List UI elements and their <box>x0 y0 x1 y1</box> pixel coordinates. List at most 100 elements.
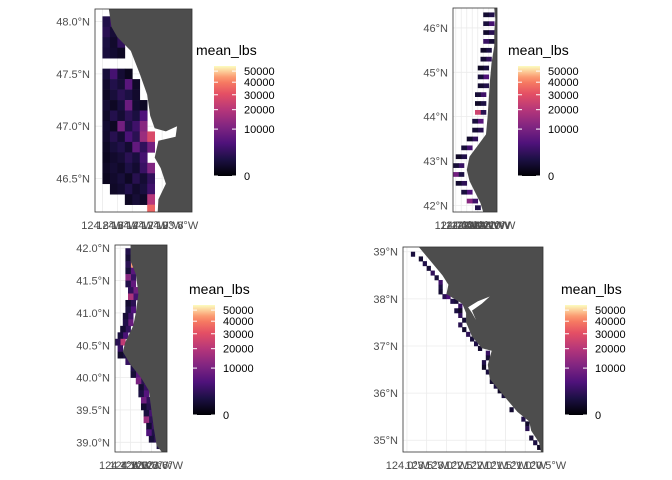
panel-border <box>114 244 168 453</box>
heat-cell <box>117 89 126 101</box>
heat-cell <box>485 350 491 356</box>
x-tick-label: 124.0°W <box>141 220 184 232</box>
heat-cell <box>458 308 463 314</box>
land-mass <box>466 8 497 212</box>
heat-cell <box>109 68 118 80</box>
heat-cell <box>143 416 150 424</box>
heat-cell <box>461 154 468 160</box>
heat-cell <box>488 30 495 35</box>
heat-cell <box>117 120 126 132</box>
legend-tick-label: 40000 <box>244 77 275 89</box>
heat-cell <box>128 293 134 301</box>
heat-cell <box>475 205 481 211</box>
heat-cell <box>146 422 152 430</box>
y-tick-label: 48.0°N <box>56 17 90 29</box>
y-tick-label: 38°N <box>373 294 398 306</box>
heat-cell <box>521 416 526 422</box>
heat-cell <box>454 298 459 304</box>
heat-cell <box>125 306 131 314</box>
panel-border <box>94 8 193 213</box>
legend-tick-label: 20000 <box>548 105 579 117</box>
heat-cell <box>422 261 427 267</box>
heat-cell <box>455 154 462 160</box>
heat-cell <box>117 345 124 353</box>
legend-tick-label: 0 <box>223 410 229 422</box>
y-tick-label: 44°N <box>423 112 448 124</box>
y-tick-label: 45°N <box>423 67 448 79</box>
legend-tick-label: 10000 <box>548 124 579 136</box>
heat-cell <box>102 173 111 185</box>
heat-cell <box>485 369 491 375</box>
heat-cell <box>483 74 490 80</box>
heat-cell <box>102 120 111 132</box>
x-tick-label: 124.0°W <box>473 220 516 232</box>
heat-cell <box>453 163 459 168</box>
colorbar <box>565 305 587 415</box>
heat-cell <box>147 141 155 153</box>
heat-cell <box>466 136 473 142</box>
legend-tick-label: 0 <box>595 410 601 422</box>
heat-cell <box>146 429 152 437</box>
heat-cell <box>450 298 455 304</box>
panel-border <box>452 7 498 213</box>
heat-cell <box>146 397 152 404</box>
legend-tick-label: 30000 <box>595 329 626 341</box>
heat-cell <box>124 194 133 205</box>
heat-cell <box>132 194 141 205</box>
heat-cell <box>139 110 148 122</box>
legend-tick-label: 50000 <box>548 66 579 78</box>
heat-cell <box>117 100 126 111</box>
heat-cell <box>138 384 144 391</box>
legend-tick-label: 10000 <box>244 124 275 136</box>
heat-cell <box>473 341 479 347</box>
heat-cell <box>128 312 134 320</box>
heat-cell <box>102 68 111 80</box>
colorbar <box>214 66 236 176</box>
x-tick-label: 123.5°W <box>406 460 449 472</box>
colorbar <box>193 305 215 415</box>
heat-cell <box>143 390 150 398</box>
heat-cell <box>466 198 473 204</box>
heat-cell <box>125 274 131 281</box>
heat-cell <box>130 306 137 314</box>
heat-cell <box>472 198 479 204</box>
heat-cell <box>483 39 490 44</box>
x-tick-label: 123.6°W <box>141 460 184 472</box>
x-tick-label: 121.5°W <box>484 460 527 472</box>
heat-cell <box>480 101 487 106</box>
heat-cell <box>462 327 467 333</box>
heat-cell <box>458 172 465 177</box>
legend-title: mean_lbs <box>189 281 250 297</box>
heat-cell <box>102 89 111 101</box>
legend-tick-label: 40000 <box>595 316 626 328</box>
legend-tick-label: 30000 <box>244 90 275 102</box>
x-tick-label: 124.7°W <box>435 220 478 232</box>
heat-cell <box>146 403 152 411</box>
x-tick-label: 124.0°W <box>120 460 163 472</box>
heat-cell <box>483 30 490 35</box>
heat-cell <box>430 270 435 276</box>
heat-cell <box>102 141 111 153</box>
legend-tick-label: 20000 <box>244 105 275 117</box>
heat-cell <box>125 254 131 262</box>
heat-cell <box>122 312 129 320</box>
heat-cell <box>147 183 155 195</box>
heat-cell <box>132 120 141 132</box>
heat-cell <box>139 100 148 111</box>
heat-cell <box>141 397 147 404</box>
x-tick-label: 124.4°W <box>451 220 494 232</box>
legend-tick-label: 30000 <box>548 90 579 102</box>
heat-cell <box>139 141 148 153</box>
y-tick-label: 41.0°N <box>76 308 110 320</box>
x-tick-label: 124.4°W <box>99 460 142 472</box>
x-tick-label: 124.1°W <box>468 220 511 232</box>
x-tick-label: 124.5°W <box>446 220 489 232</box>
heat-cell <box>472 127 479 133</box>
heat-cell <box>128 319 134 327</box>
heat-cell <box>461 189 468 195</box>
x-tick-label: 124.8°W <box>81 220 124 232</box>
heat-cell <box>117 79 126 90</box>
legend-tick-label: 30000 <box>223 329 254 341</box>
heat-cell <box>109 173 118 185</box>
